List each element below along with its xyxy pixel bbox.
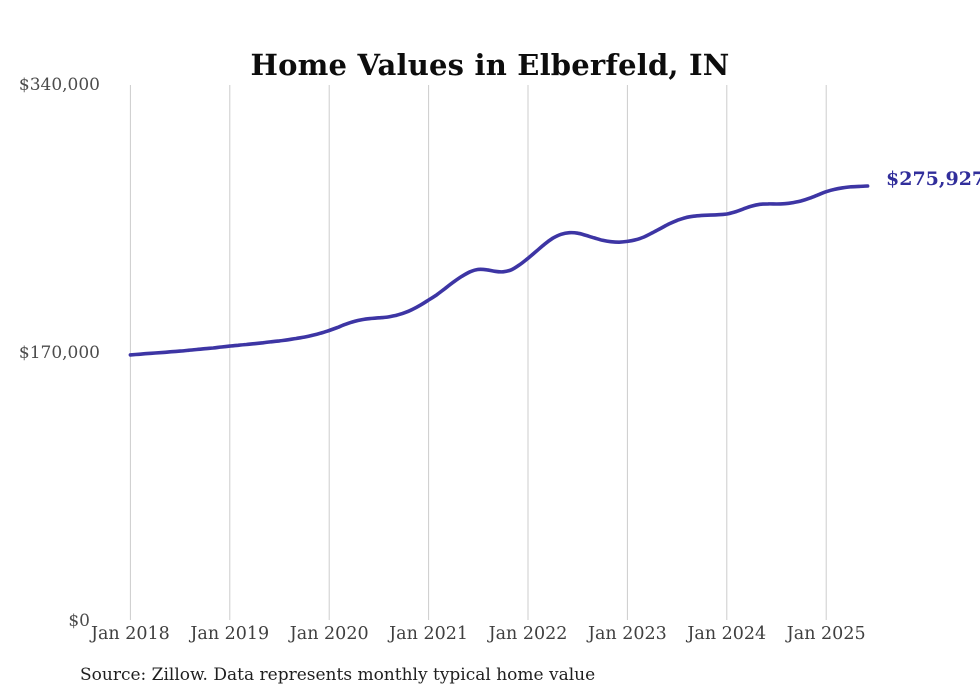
- x-axis-tick-jan-2023: Jan 2023: [587, 624, 667, 644]
- x-axis-tick-jan-2020: Jan 2020: [289, 624, 369, 644]
- x-axis-tick-jan-2022: Jan 2022: [488, 624, 568, 644]
- home-value-line: [128, 184, 870, 357]
- x-axis-tick-jan-2019: Jan 2019: [190, 624, 270, 644]
- source-note: Source: Zillow. Data represents monthly …: [80, 665, 596, 685]
- y-axis-tick-340000: $340,000: [18, 75, 100, 95]
- chart-title: Home Values in Elberfeld, IN: [250, 48, 730, 83]
- latest-value-label: $275,927: [886, 168, 980, 190]
- y-axis-tick-0: $0: [68, 611, 90, 631]
- x-axis-tick-jan-2021: Jan 2021: [389, 624, 468, 644]
- x-axis-tick-jan-2025: Jan 2025: [786, 624, 866, 644]
- y-axis-tick-170000: $170,000: [18, 343, 100, 363]
- x-axis-tick-jan-2024: Jan 2024: [687, 624, 767, 644]
- x-axis-tick-jan-2018: Jan 2018: [90, 624, 170, 644]
